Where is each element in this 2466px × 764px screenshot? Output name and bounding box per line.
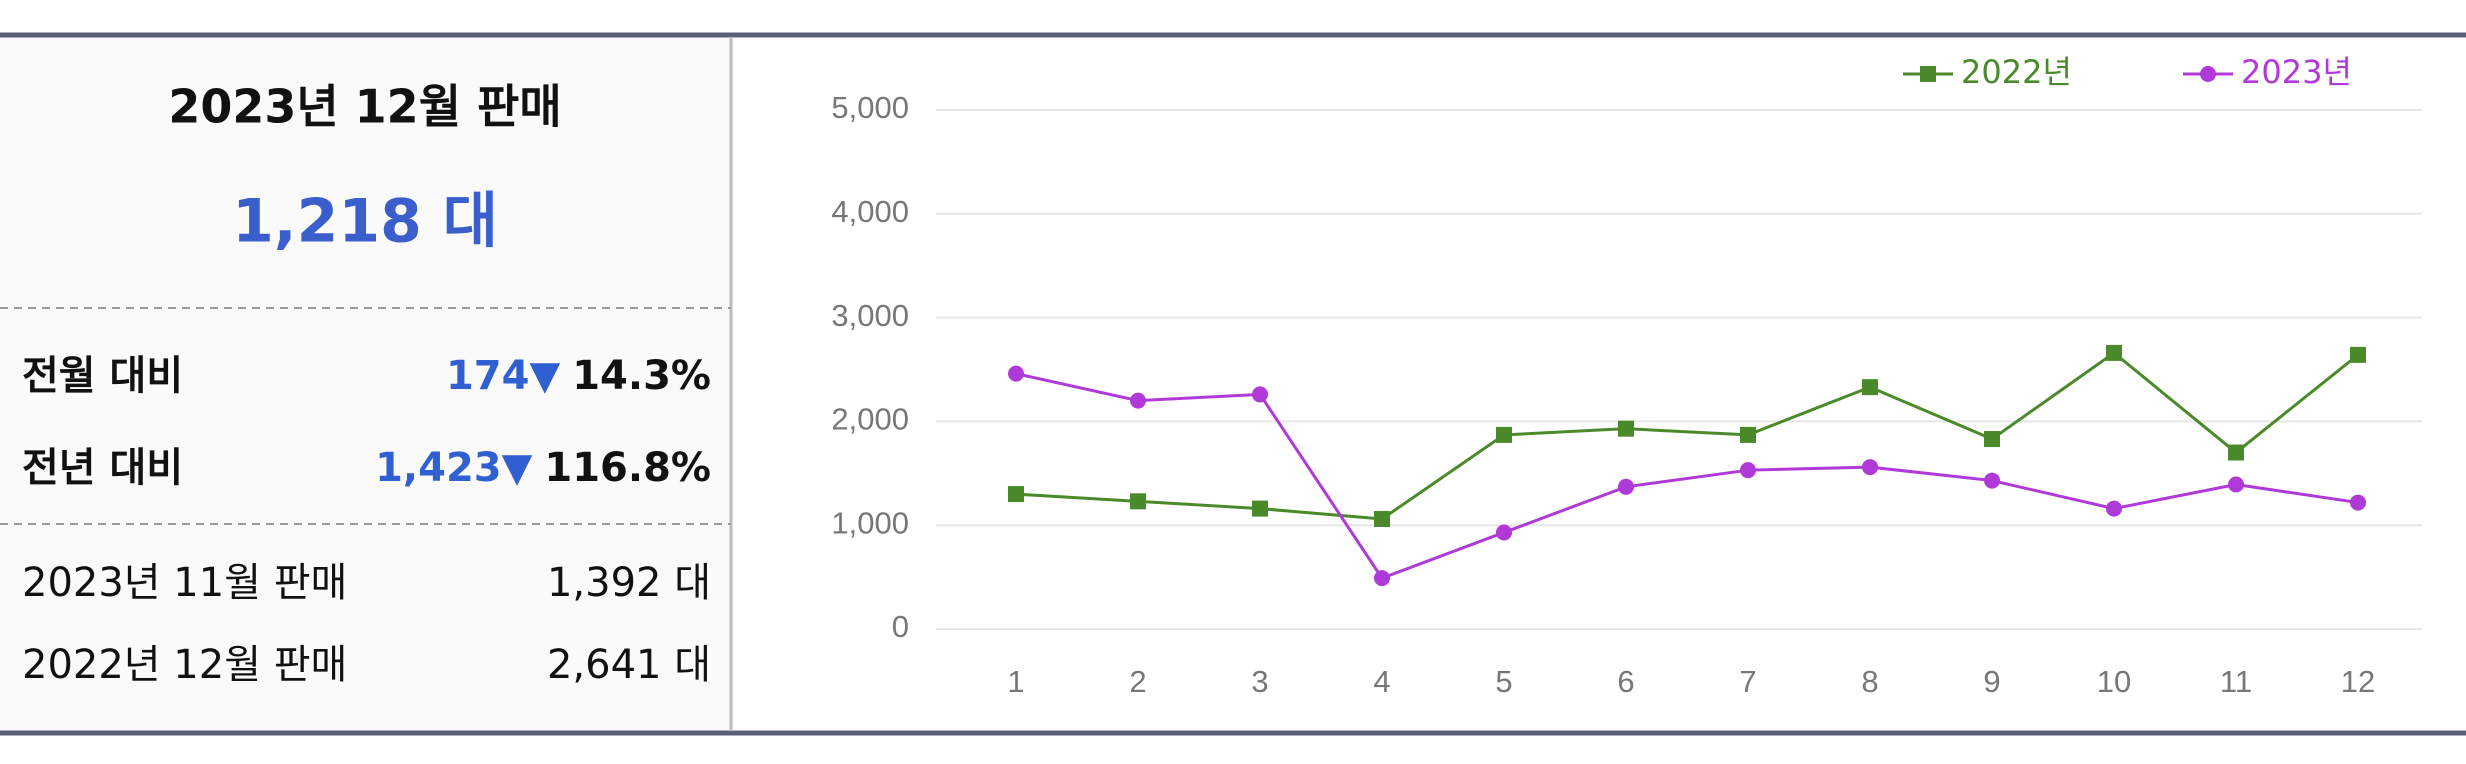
x-tick-label: 1 bbox=[1007, 664, 1024, 699]
point bbox=[1008, 486, 1024, 503]
point bbox=[1374, 570, 1390, 587]
point bbox=[1862, 379, 1878, 396]
legend-marker bbox=[1920, 66, 1936, 82]
point bbox=[2106, 500, 2122, 517]
point bbox=[1740, 462, 1756, 479]
history-value: 2,641 대 bbox=[547, 642, 711, 688]
history-label: 2022년 12월 판매 bbox=[22, 642, 347, 688]
point bbox=[1496, 524, 1512, 541]
compare-label: 전월 대비 bbox=[22, 353, 183, 399]
point bbox=[1008, 365, 1024, 382]
compare-pct: 14.3% bbox=[572, 353, 711, 399]
compare-diff: 174▼ bbox=[446, 353, 560, 399]
summary-total: 1,218 대 bbox=[232, 187, 498, 257]
x-tick-label: 5 bbox=[1495, 664, 1512, 699]
point bbox=[2106, 344, 2122, 361]
point bbox=[1618, 420, 1634, 437]
y-tick-label: 1,000 bbox=[831, 505, 909, 540]
point bbox=[1130, 392, 1146, 409]
compare-label: 전년 대비 bbox=[22, 445, 183, 491]
x-tick-label: 7 bbox=[1739, 664, 1756, 699]
x-tick-label: 2 bbox=[1129, 664, 1146, 699]
compare-value: 1,423▼ 116.8% bbox=[375, 445, 711, 491]
legend-marker bbox=[2200, 66, 2216, 82]
compare-value: 174▼ 14.3% bbox=[446, 353, 711, 399]
x-tick-label: 11 bbox=[2220, 664, 2252, 699]
compare-pct: 116.8% bbox=[544, 445, 711, 491]
legend-label: 2022년 bbox=[1961, 53, 2072, 91]
y-tick-label: 2,000 bbox=[831, 402, 909, 437]
history-label: 2023년 11월 판매 bbox=[22, 560, 347, 606]
x-tick-label: 3 bbox=[1251, 664, 1268, 699]
point bbox=[1740, 426, 1756, 443]
point bbox=[2228, 444, 2244, 461]
history-value: 1,392 대 bbox=[547, 560, 711, 606]
point bbox=[1130, 493, 1146, 510]
series-line bbox=[1015, 351, 2359, 521]
point bbox=[1618, 478, 1634, 495]
x-tick-label: 8 bbox=[1861, 664, 1878, 699]
y-tick-label: 0 bbox=[892, 609, 909, 644]
summary-title: 2023년 12월 판매 bbox=[168, 80, 561, 134]
x-tick-label: 9 bbox=[1983, 664, 2000, 699]
point bbox=[1984, 472, 2000, 489]
point bbox=[1252, 386, 1268, 403]
y-tick-label: 4,000 bbox=[831, 194, 909, 229]
y-tick-label: 5,000 bbox=[831, 90, 909, 125]
point bbox=[1496, 426, 1512, 443]
point bbox=[1862, 459, 1878, 476]
y-tick-label: 3,000 bbox=[831, 298, 909, 333]
x-tick-label: 4 bbox=[1373, 664, 1390, 699]
point bbox=[2350, 494, 2366, 511]
point bbox=[2228, 476, 2244, 493]
series-line bbox=[1015, 372, 2359, 580]
legend-label: 2023년 bbox=[2241, 53, 2352, 91]
compare-diff: 1,423▼ bbox=[375, 445, 533, 491]
point bbox=[1252, 500, 1268, 517]
point bbox=[1984, 431, 2000, 448]
x-tick-label: 6 bbox=[1617, 664, 1634, 699]
point bbox=[2350, 346, 2366, 363]
x-tick-label: 10 bbox=[2097, 664, 2131, 699]
summary-panel bbox=[0, 35, 731, 735]
point bbox=[1374, 510, 1390, 527]
x-tick-label: 12 bbox=[2341, 664, 2375, 699]
